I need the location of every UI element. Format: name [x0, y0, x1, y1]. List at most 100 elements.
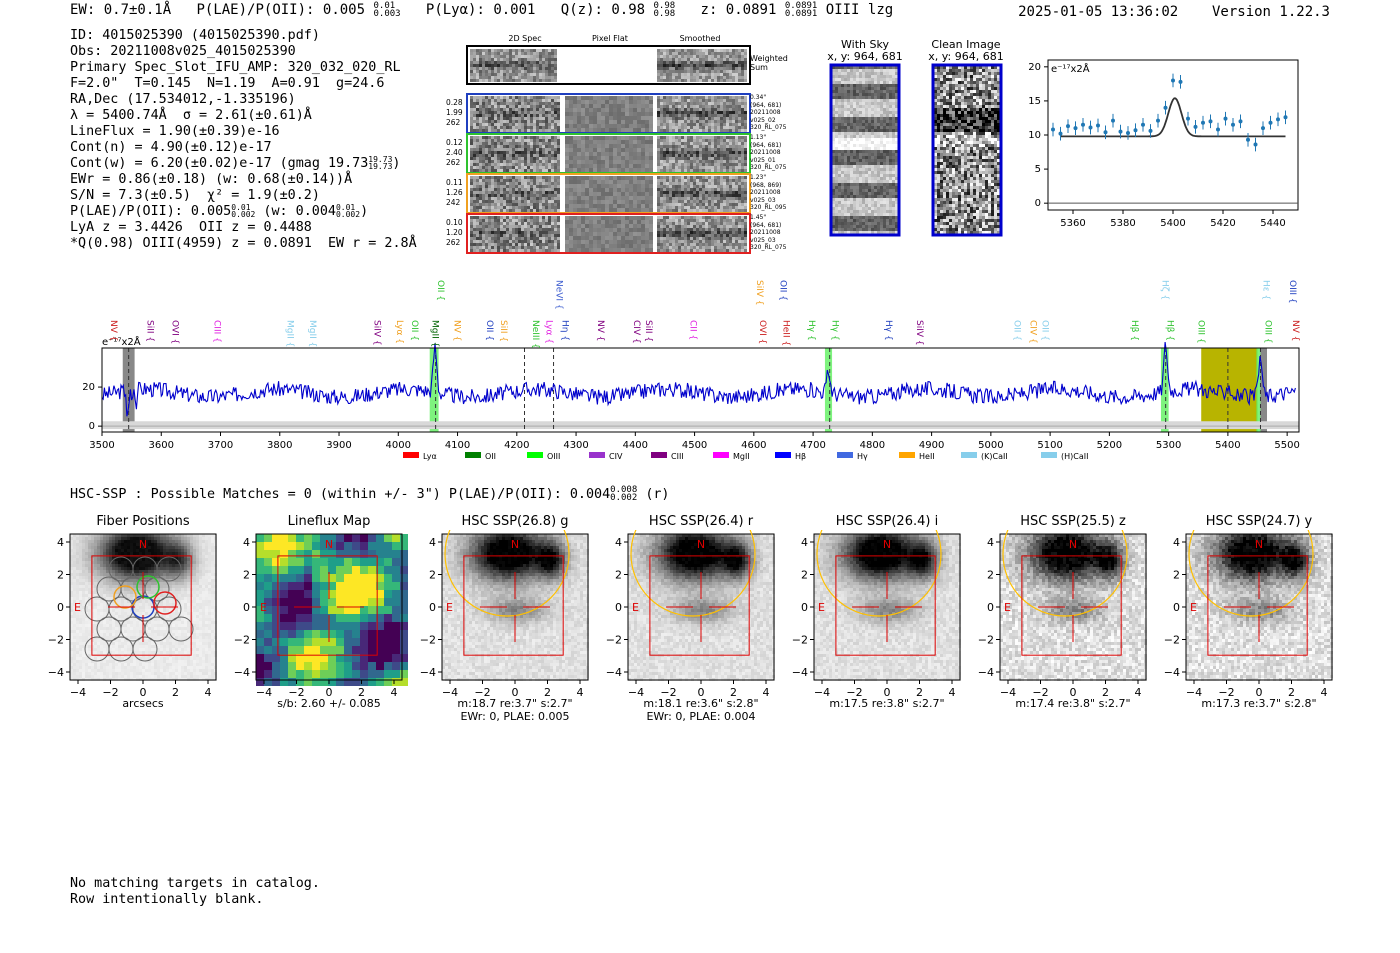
pixel-flat	[565, 176, 653, 212]
fiber-circle-highlight	[136, 575, 160, 599]
spectrum-line-label: OII {	[1012, 320, 1022, 341]
cutout-ytick-label: 2	[429, 569, 436, 582]
legend-swatch	[527, 452, 543, 458]
header-plae-hi: 0.01	[373, 1, 395, 11]
aperture-ellipse	[816, 530, 942, 617]
north-label: N	[697, 538, 705, 551]
cutout-panel: HSC SSP(26.8) g N E 4 2 0 −2 −4 −4 −2 0 2 4 m:18.7 re…	[412, 510, 598, 725]
zoom-data-point	[1201, 120, 1205, 125]
pixel-flat	[565, 96, 653, 132]
spectrum-xtick-label: 5400	[1215, 440, 1240, 451]
cutout-caption: m:17.3 re:3.7" s:2.8"	[1169, 697, 1349, 710]
zoom-ytick-label: 15	[1028, 96, 1041, 107]
info-sn: S/N = 7.3(±0.5) χ² = 1.9(±0.2)	[70, 188, 417, 204]
spectrum-xtick-label: 3600	[149, 440, 174, 451]
cutout-ytick-label: 2	[1173, 569, 1180, 582]
cutout-xtick-label: −4	[1000, 686, 1016, 699]
cutout-xtick-label: −4	[256, 686, 272, 699]
spectrum-line-label: MgII {	[285, 320, 295, 347]
zoom-data-point	[1193, 124, 1198, 129]
spectrum-line-label: Hζ {	[1160, 280, 1170, 300]
spec2d-smoothed	[657, 176, 747, 212]
spectrum-line-label: Hη {	[559, 320, 569, 341]
spectrum-line-label: OIII {	[1262, 320, 1272, 344]
hsc-plae-hi: 0.008	[610, 485, 637, 495]
header-z-hi: 0.0891	[785, 1, 818, 11]
spectrum-xtick-label: 5100	[1037, 440, 1062, 451]
aperture-ellipse	[630, 530, 756, 617]
zoom-data-point	[1276, 117, 1280, 122]
cutout-xtick-label: 0	[512, 686, 519, 699]
spectrum-line-label: Hγ {	[806, 320, 816, 341]
zoom-xtick-label: 5400	[1160, 218, 1185, 229]
cutout-xtick-label: −2	[660, 686, 676, 699]
north-label: N	[325, 538, 333, 551]
north-label: N	[1069, 538, 1077, 551]
header-z: z: 0.0891	[701, 2, 777, 18]
spectrum-plot-frame	[101, 347, 1300, 433]
cutout-title: Fiber Positions	[73, 514, 213, 529]
zoom-data-point	[1073, 126, 1078, 131]
zoom-fit-chart: e⁻¹⁷x2Å 5360 5380 5400 5420 5440 0 5 10 15 20	[1028, 59, 1299, 229]
spectrum-line-label: SiII {	[498, 320, 508, 342]
east-label: E	[632, 601, 639, 614]
spec2d-stat: 1.26	[446, 188, 463, 198]
cutout-panel: HSC SSP(26.4) i N E 4 2 0 −2 −4 −4 −2 0 2 4 m:17.5 re…	[784, 510, 970, 725]
spectrum-line-label: OIII {	[1195, 320, 1205, 344]
search-box	[463, 555, 564, 656]
zoom-xtick-label: 5360	[1060, 218, 1085, 229]
cutout-title: HSC SSP(26.4) i	[817, 514, 957, 529]
spec2d-row-stats: 0.10 1.20 262	[446, 218, 463, 248]
aperture-ellipse	[1002, 530, 1128, 617]
zoom-data-point	[1111, 118, 1115, 123]
info-plae-w: (w: 0.004	[263, 204, 336, 219]
with-sky-coords: x, y: 964, 681	[825, 50, 905, 63]
cutout-row: Fiber Positions N E 4 2 0 −2 −4 −4 −2 0 2 4 arcsecs Li…	[40, 510, 1360, 725]
search-box	[1021, 555, 1122, 656]
spectrum-xtick-label: 5000	[978, 440, 1003, 451]
spec2d-images	[466, 45, 751, 254]
zoom-xtick-label: 5440	[1260, 218, 1285, 229]
smoothed-header: Smoothed	[655, 34, 745, 43]
spectrum-line-label: SiII {	[145, 320, 155, 342]
east-label: E	[1190, 601, 1197, 614]
zoom-data-point	[1148, 128, 1153, 133]
spec2d-header: 2D Spec	[480, 34, 570, 43]
cutout-ytick-label: 2	[615, 569, 622, 582]
info-lya: LyA z = 3.4426 OII z = 0.4488	[70, 220, 417, 236]
header-z-lo: 0.0891	[785, 9, 818, 19]
legend-swatch	[465, 452, 481, 458]
east-label: E	[1004, 601, 1011, 614]
spectrum-xtick-label: 3500	[89, 440, 114, 451]
cutout-image: N E 4 2 0 −2 −4 −4 −2 0 2 4	[1164, 530, 1333, 699]
spectrum-ytick-label: 20	[82, 382, 95, 393]
spec2d-raw	[470, 176, 560, 212]
cutout-caption: arcsecs	[53, 697, 233, 710]
zoom-data-point	[1058, 131, 1063, 136]
cutout-xtick-label: 2	[916, 686, 923, 699]
spectrum-xtick-label: 3900	[326, 440, 351, 451]
zoom-data-point	[1118, 129, 1123, 134]
search-box	[91, 555, 192, 656]
cutout-caption: m:18.1 re:3.6" s:2.8"	[611, 697, 791, 710]
cutout-xtick-label: 4	[763, 686, 770, 699]
cutout-title: HSC SSP(25.5) z	[1003, 514, 1143, 529]
pixel-flat	[565, 136, 653, 172]
header-ew: EW: 0.7±0.1Å	[70, 2, 171, 18]
full-spectrum-chart: e⁻¹⁷x2Å 3500 3600 3700 3800 3900 4000 4100 4200 4…	[82, 280, 1300, 461]
spectrum-line-label: SiIV {	[372, 320, 382, 346]
green-highlight-band	[824, 348, 833, 432]
green-highlight-band	[1256, 348, 1264, 432]
cutout-xtick-label: 4	[205, 686, 212, 699]
spec2d-meta: v025_03	[750, 237, 786, 245]
cutout-xtick-label: −2	[1032, 686, 1048, 699]
zoom-data-point	[1223, 116, 1228, 121]
cutout-xtick-label: −4	[442, 686, 458, 699]
spectrum-ytick-label: 0	[89, 421, 95, 432]
zoom-data-point	[1156, 118, 1160, 123]
spectrum-line	[101, 342, 1296, 417]
spec2d-meta: 20211008	[750, 189, 786, 197]
spec2d-panel: 2D Spec Pixel Flat Smoothed Weighted Sum…	[440, 32, 800, 257]
noise-floor-band	[102, 421, 1299, 430]
fiber-circle	[156, 556, 182, 582]
